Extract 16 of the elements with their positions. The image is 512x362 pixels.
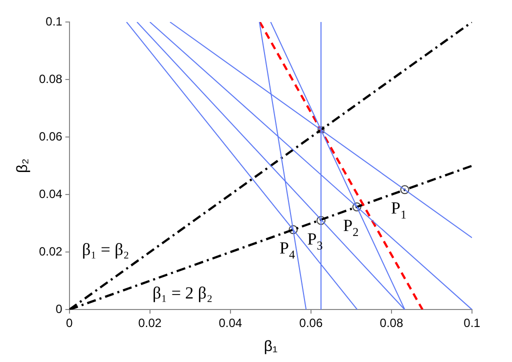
annotation: β₁ = 2 β₂: [152, 283, 213, 302]
y-tick-label: 0.02: [38, 244, 63, 258]
y-axis-title: β₂: [14, 158, 32, 174]
y-tick-label: 0.1: [46, 14, 63, 28]
x-tick-label: 0.08: [380, 316, 404, 330]
y-tick-label: 0: [56, 302, 63, 316]
y-tick-label: 0.04: [38, 186, 63, 201]
y-tick-label: 0.06: [38, 129, 63, 144]
x-tick-label: 0.02: [138, 316, 162, 330]
x-axis-title: β₁: [264, 338, 278, 356]
x-tick-label: 0.1: [464, 316, 481, 330]
annotation: β₁ = β₂: [82, 240, 130, 260]
y-tick-label: 0.08: [38, 72, 63, 86]
x-tick-label: 0.04: [218, 316, 242, 330]
x-tick-label: 0: [66, 316, 74, 330]
x-tick-label: 0.06: [299, 316, 323, 330]
